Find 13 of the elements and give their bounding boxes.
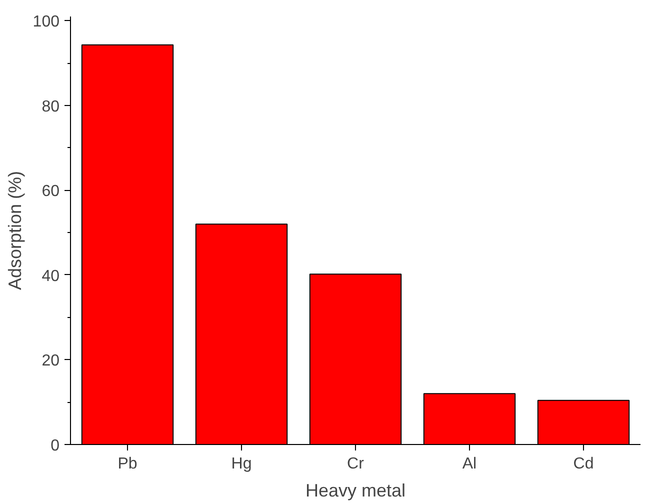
y-tick-label: 80 [42, 98, 60, 116]
x-axis-title: Heavy metal [305, 480, 406, 500]
y-tick-label: 100 [32, 14, 60, 31]
y-tick-label: 60 [42, 183, 60, 200]
y-tick-label: 40 [42, 268, 60, 285]
y-tick-label: 20 [42, 352, 60, 370]
y-axis-title: Adsorption (%) [4, 170, 25, 290]
x-tick-label: Cd [573, 456, 594, 472]
x-tick-label: Cr [347, 456, 365, 472]
y-tick-label: 0 [50, 438, 60, 454]
x-tick-label: Hg [231, 456, 252, 472]
x-tick-label: Al [462, 456, 477, 472]
x-tick-label: Pb [118, 456, 138, 472]
